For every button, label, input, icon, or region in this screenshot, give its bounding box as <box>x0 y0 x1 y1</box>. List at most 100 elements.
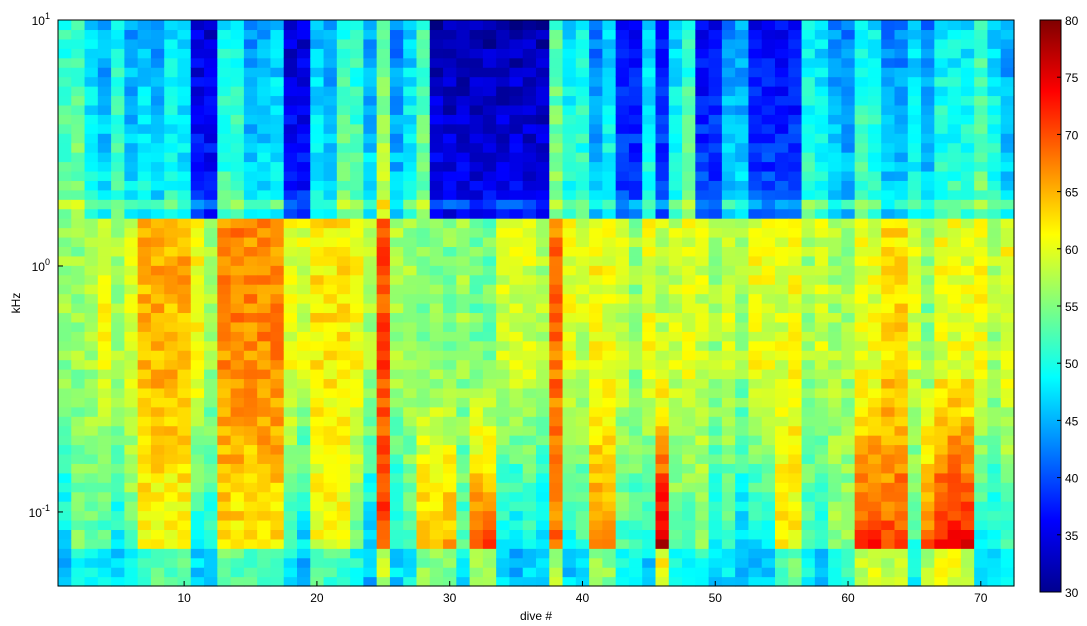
heatmap-cell <box>150 29 165 40</box>
heatmap-cell <box>921 482 935 493</box>
heatmap-cell <box>854 57 869 68</box>
heatmap-cell <box>575 57 590 68</box>
heatmap-cell <box>854 321 869 332</box>
heatmap-cell <box>987 86 1002 97</box>
heatmap-cell <box>655 133 670 144</box>
heatmap-cell <box>389 303 404 314</box>
heatmap-cell <box>562 95 577 106</box>
heatmap-cell <box>987 265 1002 276</box>
heatmap-cell <box>137 576 152 587</box>
heatmap-cell <box>137 435 152 446</box>
heatmap-cell <box>403 246 418 257</box>
heatmap-cell <box>814 86 829 97</box>
heatmap-cell <box>58 331 72 342</box>
heatmap-cell <box>509 557 524 568</box>
heatmap-cell <box>509 425 524 436</box>
heatmap-cell <box>854 86 869 97</box>
heatmap-cell <box>363 57 378 68</box>
heatmap-cell <box>363 265 378 276</box>
heatmap-cell <box>735 218 750 229</box>
heatmap-cell <box>628 378 643 389</box>
heatmap-cell <box>628 208 643 219</box>
heatmap-cell <box>456 303 471 314</box>
heatmap-cell <box>190 86 205 97</box>
heatmap-cell <box>137 189 152 200</box>
x-tick-label: 20 <box>310 591 324 605</box>
heatmap-cell <box>97 293 112 304</box>
heatmap-cell <box>682 255 696 266</box>
heatmap-cell <box>124 519 139 530</box>
heatmap-cell <box>270 359 285 370</box>
heatmap-cell <box>536 491 550 502</box>
heatmap-cell <box>668 519 683 530</box>
heatmap-cell <box>403 331 418 342</box>
heatmap-cell <box>190 416 205 427</box>
heatmap-cell <box>283 576 298 587</box>
heatmap-cell <box>283 303 298 314</box>
heatmap-cell <box>987 236 1002 247</box>
heatmap-cell <box>496 491 511 502</box>
heatmap-cell <box>642 482 657 493</box>
heatmap-cell <box>682 133 696 144</box>
heatmap-cell <box>708 142 723 153</box>
heatmap-cell <box>243 510 258 521</box>
heatmap-cell <box>297 57 311 68</box>
heatmap-cell <box>429 123 444 134</box>
heatmap-cell <box>243 161 258 172</box>
heatmap-cell <box>389 567 404 578</box>
heatmap-cell <box>668 274 683 285</box>
heatmap-cell <box>708 350 723 361</box>
heatmap-cell <box>921 236 935 247</box>
heatmap-cell <box>788 152 803 163</box>
heatmap-cell <box>907 425 922 436</box>
heatmap-cell <box>575 104 590 115</box>
heatmap-cell <box>549 208 564 219</box>
heatmap-cell <box>881 529 896 540</box>
heatmap-cell <box>735 538 750 549</box>
heatmap-cell <box>788 435 803 446</box>
heatmap-cell <box>124 76 139 87</box>
heatmap-cell <box>124 133 139 144</box>
heatmap-cell <box>642 199 657 210</box>
heatmap-cell <box>602 274 617 285</box>
heatmap-cell <box>881 114 896 125</box>
heatmap-cell <box>960 189 975 200</box>
heatmap-cell <box>828 340 842 351</box>
heatmap-cell <box>642 189 657 200</box>
heatmap-cell <box>270 453 285 464</box>
heatmap-cell <box>443 519 457 530</box>
heatmap-cell <box>283 538 298 549</box>
heatmap-cell <box>602 265 617 276</box>
heatmap-cell <box>150 152 165 163</box>
heatmap-cell <box>602 38 617 49</box>
heatmap-cell <box>429 142 444 153</box>
heatmap-cell <box>761 236 776 247</box>
heatmap-cell <box>190 29 205 40</box>
heatmap-cell <box>854 95 869 106</box>
heatmap-cell <box>589 340 603 351</box>
heatmap-cell <box>323 425 338 436</box>
heatmap-cell <box>363 576 378 587</box>
heatmap-cell <box>137 284 152 295</box>
heatmap-cell <box>443 510 457 521</box>
heatmap-cell <box>934 416 949 427</box>
heatmap-cell <box>907 95 922 106</box>
heatmap-cell <box>336 29 351 40</box>
heatmap-cell <box>482 510 497 521</box>
heatmap-cell <box>668 416 683 427</box>
heatmap-cell <box>243 208 258 219</box>
heatmap-cell <box>243 538 258 549</box>
heatmap-cell <box>204 48 218 59</box>
heatmap-cell <box>788 114 803 125</box>
heatmap-cell <box>575 293 590 304</box>
heatmap-cell <box>111 340 125 351</box>
heatmap-cell <box>336 95 351 106</box>
heatmap-cell <box>376 406 391 417</box>
heatmap-cell <box>84 397 99 408</box>
heatmap-cell <box>389 529 404 540</box>
heatmap-cell <box>482 444 497 455</box>
heatmap-cell <box>376 472 391 483</box>
heatmap-cell <box>297 86 311 97</box>
heatmap-cell <box>788 482 803 493</box>
heatmap-cell <box>84 529 99 540</box>
